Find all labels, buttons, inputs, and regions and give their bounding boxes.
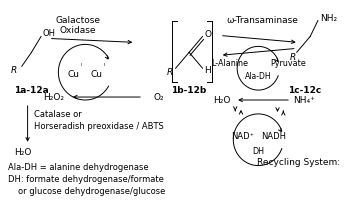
- Text: Recycling System:: Recycling System:: [257, 158, 340, 167]
- Text: Pyruvate: Pyruvate: [270, 59, 306, 68]
- Text: or glucose dehydrogenase/glucose: or glucose dehydrogenase/glucose: [18, 187, 165, 196]
- Text: ᴵ: ᴵ: [104, 64, 105, 70]
- Text: H₂O: H₂O: [213, 96, 230, 104]
- Text: 1b-12b: 1b-12b: [172, 86, 207, 95]
- Text: O: O: [205, 30, 212, 39]
- Text: NADH: NADH: [261, 132, 286, 141]
- Text: H₂O₂: H₂O₂: [43, 93, 64, 102]
- Text: OH: OH: [43, 29, 56, 38]
- Text: H: H: [205, 66, 211, 75]
- Text: Cu: Cu: [68, 70, 80, 79]
- Text: Horseradish preoxidase / ABTS: Horseradish preoxidase / ABTS: [34, 122, 164, 131]
- Text: 1c-12c: 1c-12c: [288, 86, 321, 95]
- Text: H₂O: H₂O: [14, 148, 32, 157]
- Text: R: R: [11, 66, 17, 75]
- Text: Oxidase: Oxidase: [60, 26, 96, 35]
- Text: NAD⁺: NAD⁺: [231, 132, 254, 141]
- Text: L-Alanine: L-Alanine: [211, 59, 248, 68]
- Text: R: R: [290, 53, 296, 62]
- Text: DH: DH: [252, 147, 264, 156]
- Text: 1a-12a: 1a-12a: [14, 86, 49, 95]
- Text: DH: formate dehydrogenase/formate: DH: formate dehydrogenase/formate: [8, 175, 164, 184]
- Text: Cu: Cu: [91, 70, 103, 79]
- Text: Ala-DH = alanine dehydrogenase: Ala-DH = alanine dehydrogenase: [8, 163, 149, 172]
- Text: Ala-DH: Ala-DH: [245, 72, 271, 81]
- Text: Galactose: Galactose: [55, 16, 100, 25]
- Text: NH₄⁺: NH₄⁺: [293, 96, 315, 104]
- Text: R: R: [167, 68, 173, 77]
- Text: Catalase or: Catalase or: [34, 110, 82, 119]
- Text: ᴵ: ᴵ: [81, 64, 82, 70]
- Text: ω-Transaminase: ω-Transaminase: [226, 16, 298, 25]
- Text: NH₂: NH₂: [320, 14, 337, 23]
- Text: O₂: O₂: [153, 93, 164, 102]
